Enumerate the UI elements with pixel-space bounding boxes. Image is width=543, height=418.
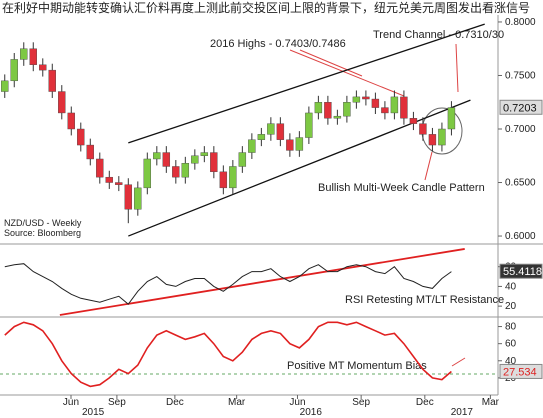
candle-body (276, 123, 285, 140)
annotation: Trend Channel - 0.7310/30 (373, 29, 504, 41)
candle-body (343, 102, 351, 117)
data-line (4, 263, 452, 305)
candle-body (39, 64, 47, 71)
candle-body (77, 128, 85, 146)
y-tick-label: 0.7000 (505, 124, 536, 135)
candle-body (1, 80, 9, 92)
x-tick-label: Jun (289, 397, 305, 408)
candle-body (381, 107, 389, 114)
candle-body (229, 166, 237, 189)
trendline (128, 23, 485, 144)
candle-body (248, 139, 256, 153)
candle-body (324, 102, 332, 119)
candle-body (371, 98, 380, 108)
candle-body (153, 152, 161, 160)
candle-body (191, 155, 199, 164)
candle-body (295, 137, 304, 151)
candle-body (267, 123, 275, 135)
candle-body (390, 96, 399, 114)
candle-body (428, 134, 437, 146)
candle-body (314, 102, 323, 114)
y-tick-label: 60 (505, 339, 517, 350)
candle-body (419, 123, 427, 135)
y-tick-label: 0.6500 (505, 178, 536, 189)
x-tick-label: Jun (63, 397, 79, 408)
annotation: 2016 Highs - 0.7403/0.7486 (210, 38, 346, 50)
candle-body (181, 163, 190, 178)
x-tick-label: Sep (108, 397, 126, 408)
year-label: 2015 (82, 407, 105, 418)
candle-body (438, 128, 446, 146)
candle-body (362, 96, 370, 100)
candle-body (134, 187, 142, 210)
x-tick-label: Mar (228, 397, 246, 408)
candle-body (115, 182, 123, 185)
y-tick-label: 40 (505, 356, 517, 367)
candle-body (67, 112, 75, 130)
annotation: Source: Bloomberg (4, 228, 81, 238)
value-tag-label: 55.4118 (503, 266, 542, 278)
annotation: Positive MT Momentum Bias (287, 360, 427, 372)
candle-body (238, 152, 247, 167)
x-tick-label: Dec (166, 397, 184, 408)
candle-body (48, 69, 56, 92)
value-tag (499, 363, 543, 379)
candle-body (10, 59, 18, 82)
candle-body (96, 158, 104, 178)
candle-body (29, 48, 37, 65)
candle-body (200, 152, 209, 156)
candle-body (20, 48, 28, 60)
candle-body (447, 107, 456, 130)
y-tick-label: 0.6000 (505, 231, 536, 242)
annotation: RSI Retesting MT/LT Resistance (345, 294, 504, 306)
value-tag (499, 263, 543, 279)
candle-body (58, 91, 66, 114)
y-tick-label: 80 (505, 322, 517, 333)
candle-body (219, 171, 228, 189)
value-tag-label: 27.534 (503, 366, 537, 378)
y-tick-label: 40 (505, 281, 517, 292)
annotation: NZD/USD - Weekly (4, 218, 82, 228)
y-tick-label: 0.8000 (505, 17, 536, 28)
x-tick-label: Mar (482, 397, 500, 408)
year-label: 2017 (451, 407, 474, 418)
annotation: Bullish Multi-Week Candle Pattern (318, 182, 485, 194)
header: 在利好中期动能转变确认汇价料再度上测此前交投区间上限的背景下，纽元兑美元周图发出… (2, 0, 530, 15)
candle-body (172, 166, 180, 178)
arrows (289, 43, 466, 367)
candle-body (124, 184, 133, 210)
x-tick-label: Sep (352, 397, 370, 408)
candle-body (305, 112, 313, 138)
candle-body (162, 152, 171, 167)
y-tick-label: 20 (505, 301, 517, 312)
candle-body (143, 158, 152, 189)
candle-body (352, 96, 361, 103)
candle-body (257, 134, 266, 140)
candle-body (333, 115, 342, 119)
value-tag-label: 0.7203 (503, 102, 537, 114)
data-line (4, 321, 452, 388)
value-tag (499, 99, 543, 115)
candle-body (86, 144, 94, 160)
candle-body (286, 139, 294, 151)
candle-body (409, 118, 418, 124)
x-tick-label: Dec (416, 397, 434, 408)
trendline (128, 99, 471, 237)
candle-body (105, 176, 113, 183)
year-label: 2016 (300, 407, 323, 418)
candle-body (210, 152, 218, 173)
candle-body (400, 96, 408, 119)
y-tick-label: 0.7500 (505, 70, 536, 81)
